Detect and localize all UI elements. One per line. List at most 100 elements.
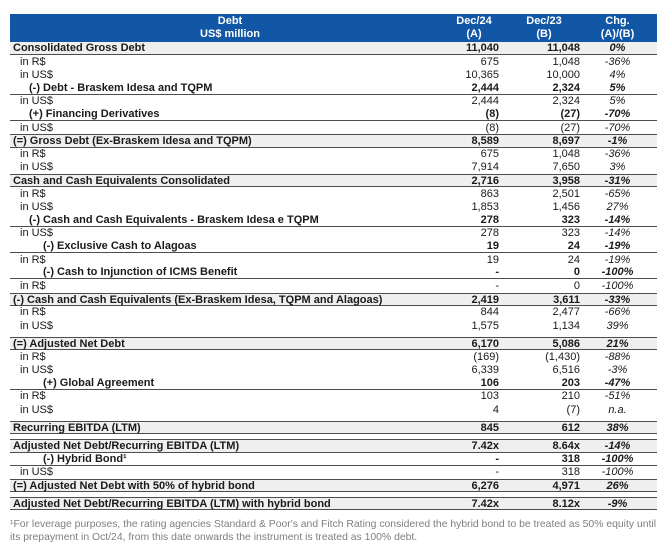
value-chg: -19% [604,239,631,252]
value-dec24: 278 [480,213,499,226]
table-row: (-) Cash to Injunction of ICMS Benefit -… [10,266,657,280]
table-row: in US$ 2,444 2,324 5% [10,95,657,108]
value-chg: -100% [601,466,634,479]
value-dec24: 19 [486,253,499,266]
row-label: in US$ [20,227,54,240]
value-dec23: (27) [560,108,580,121]
value-dec23: 323 [561,213,580,226]
value-chg: -88% [604,350,631,363]
value-chg: -36% [604,55,631,68]
value-chg: -47% [604,376,631,389]
header-title: Debt [217,15,243,27]
value-dec23: (1,430) [545,350,580,363]
value-chg: -70% [604,121,631,134]
value-dec24: 11,040 [465,42,499,55]
value-dec24: - [495,266,499,279]
table-row: in US$ 10,365 10,000 4% [10,68,657,81]
value-chg: -33% [604,293,631,306]
table-row: in R$ 19 24 -19% [10,253,657,266]
table-row: Cash and Cash Equivalents Consolidated 2… [10,173,657,188]
value-dec24: 4 [492,403,499,416]
value-chg: 38% [606,422,629,435]
value-chg: -100% [601,266,634,279]
header-col-chg: Chg. (A)/(B) [584,15,657,41]
value-dec23: 1,048 [552,148,580,161]
row-label: in US$ [20,200,54,213]
value-dec23: 203 [561,376,580,389]
table-row: (=) Gross Debt (Ex-Braskem Idesa and TQP… [10,134,657,148]
value-dec24: 2,716 [471,174,499,187]
row-label: in R$ [20,350,46,363]
value-dec24: 106 [480,376,499,389]
row-label: in US$ [20,121,54,134]
table-header: Debt US$ million Dec/24 (A) Dec/23 (B) C… [10,14,657,42]
row-label: in R$ [20,55,46,68]
value-dec23: (27) [560,121,580,134]
footnote: ¹For leverage purposes, the rating agenc… [10,519,657,542]
row-label: in R$ [20,306,46,319]
value-chg: 5% [609,81,626,94]
value-chg: -65% [604,187,631,200]
value-dec23: 323 [561,227,580,240]
value-chg: n.a. [608,403,627,416]
table-row: in US$ 278 323 -14% [10,227,657,240]
value-dec24: 8,589 [471,135,499,148]
value-dec24: 6,276 [471,480,499,492]
row-label: in US$ [20,319,54,332]
header-label-column: Debt US$ million [10,15,430,41]
value-dec24: 6,339 [471,364,499,377]
value-chg: -100% [601,452,634,465]
row-label: (+) Global Agreement [43,376,155,389]
header-unit: US$ million [200,28,260,40]
value-dec24: (169) [473,350,499,363]
value-chg: 4% [609,68,626,81]
value-dec23: 8,697 [552,135,580,148]
table-row: (-) Debt - Braskem Idesa and TQPM 2,444 … [10,82,657,95]
value-dec24: (8) [485,108,499,121]
value-dec24: 2,444 [471,95,499,108]
table-row: (-) Cash and Cash Equivalents - Braskem … [10,213,657,227]
value-dec23: (7) [566,403,580,416]
table-row: (-) Exclusive Cash to Alagoas 19 24 -19% [10,240,657,253]
value-dec23: 4,971 [552,480,580,492]
header-dec24-label: Dec/24 [456,15,492,27]
table-row: Recurring EBITDA (LTM) 845 612 38% [10,421,657,435]
row-label: (-) Cash and Cash Equivalents (Ex-Braske… [13,293,383,306]
value-dec24: 19 [486,239,499,252]
table-row: (-) Cash and Cash Equivalents (Ex-Braske… [10,292,657,306]
row-label: in R$ [20,187,46,200]
value-chg: -51% [604,390,631,403]
value-chg: -66% [604,306,631,319]
value-dec24: - [495,452,499,465]
value-chg: -31% [604,174,631,187]
table-row: in US$ 1,575 1,134 39% [10,319,657,332]
table-row: (+) Global Agreement 106 203 -47% [10,377,657,390]
value-dec23: 24 [567,253,580,266]
table-row: (-) Hybrid Bond¹ - 318 -100% [10,453,657,466]
value-chg: -14% [604,213,631,226]
value-chg: -19% [604,253,631,266]
table-row: in US$ 6,339 6,516 -3% [10,364,657,377]
value-chg: 3% [609,161,626,174]
value-chg: 26% [606,480,629,492]
table-row: in R$ 675 1,048 -36% [10,148,657,161]
value-dec23: 1,048 [552,55,580,68]
value-dec24: 103 [480,390,499,403]
row-label: (=) Adjusted Net Debt with 50% of hybrid… [13,480,255,492]
value-dec23: 8.64x [552,440,580,453]
value-dec23: 7,650 [552,161,580,174]
value-dec23: 8.12x [552,498,580,511]
value-dec24: 7.42x [471,498,499,511]
value-chg: -9% [607,498,628,511]
value-dec23: 612 [561,422,580,435]
row-label: Recurring EBITDA (LTM) [13,422,141,435]
value-dec24: 675 [480,148,499,161]
value-dec24: 1,575 [471,319,499,332]
table-row: (=) Adjusted Net Debt with 50% of hybrid… [10,479,657,493]
header-col-dec23: Dec/23 (B) [502,15,584,41]
value-dec24: 6,170 [471,338,499,351]
value-dec24: 7.42x [471,440,499,453]
value-chg: 21% [606,338,629,351]
row-label: in R$ [20,148,46,161]
